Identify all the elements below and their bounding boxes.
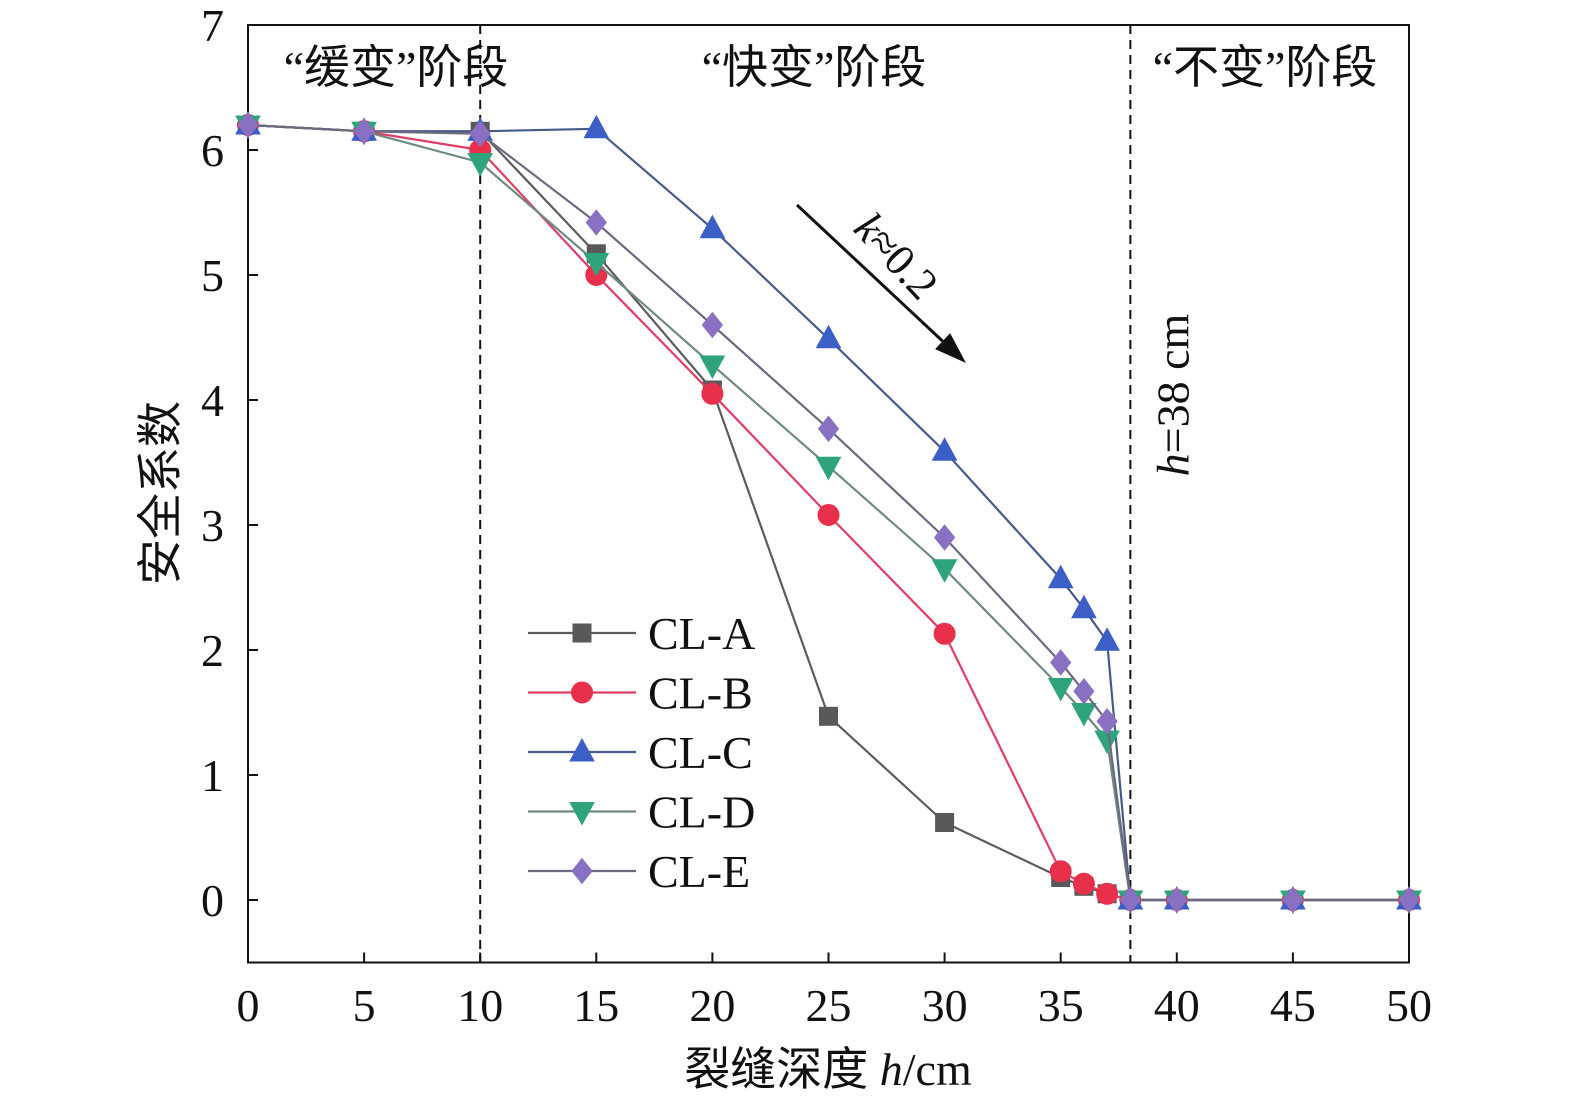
reference-line-label: h=38 cm <box>1147 313 1198 476</box>
phase-label-2: “快变”阶段 <box>702 42 927 93</box>
series-cl-c-point <box>1047 564 1074 589</box>
y-tick-label: 6 <box>201 125 224 176</box>
legend-item-cl-d: CL-D <box>528 787 755 838</box>
legend-label: CL-D <box>648 787 755 838</box>
x-tick-label: 30 <box>922 980 968 1031</box>
series-cl-d-point <box>583 253 610 277</box>
x-axis-title: 裂缝深度 h/cm <box>684 1044 972 1095</box>
series-cl-b-point <box>1049 860 1072 883</box>
y-axis-title: 安全系数 <box>135 401 186 585</box>
series-cl-b-point <box>1096 882 1119 905</box>
series-cl-e-point <box>1073 677 1095 705</box>
x-tick-label: 15 <box>573 980 619 1031</box>
legend-label: CL-A <box>648 608 755 659</box>
series-cl-b-point <box>701 382 724 405</box>
x-tick-label: 35 <box>1038 980 1084 1031</box>
legend: CL-A CL-B CL-C CL-D CL-E <box>528 608 755 897</box>
phase-label-1: “缓变”阶段 <box>284 42 509 93</box>
axis-titles: 裂缝深度 h/cm 安全系数 <box>135 401 972 1095</box>
x-tick-label: 50 <box>1386 980 1432 1031</box>
legend-marker-sample <box>571 681 593 704</box>
legend-item-cl-e: CL-E <box>528 846 750 897</box>
series-cl-c-point <box>931 437 958 461</box>
series-cl-d-point <box>467 153 494 177</box>
series-cl-d-point <box>1047 678 1074 702</box>
legend-item-cl-a: CL-A <box>528 608 755 659</box>
reference-lines: h=38 cm <box>479 25 1198 963</box>
series-cl-d-point <box>931 559 958 583</box>
series-cl-e-point <box>1096 707 1118 735</box>
y-tick-label: 1 <box>201 750 224 801</box>
legend-marker-sample <box>569 802 595 826</box>
series-cl-c-point <box>699 214 726 239</box>
series-cl-a-point <box>935 813 955 832</box>
y-tick-label: 5 <box>201 250 224 301</box>
legend-item-cl-c: CL-C <box>528 727 753 778</box>
slope-arrow-head <box>935 333 966 363</box>
series-cl-c-point <box>815 324 842 349</box>
y-tick-label: 2 <box>201 625 224 676</box>
series-cl-e-point <box>817 415 840 443</box>
y-tick-label: 7 <box>201 0 224 51</box>
y-tick-label: 4 <box>201 375 224 426</box>
slope-arrow <box>795 203 966 363</box>
x-tick-label: 40 <box>1154 980 1200 1031</box>
series-cl-e-point <box>1166 886 1188 914</box>
legend-marker-sample <box>569 737 595 762</box>
series-cl-e-point <box>1119 886 1142 914</box>
series-cl-d-point <box>815 456 842 481</box>
legend-label: CL-B <box>648 668 753 719</box>
x-tick-label: 20 <box>689 980 735 1031</box>
x-tick-label: 0 <box>237 980 260 1031</box>
series-cl-e-point <box>933 524 956 551</box>
series-cl-e-point <box>701 311 724 339</box>
x-tick-label: 45 <box>1270 980 1316 1031</box>
series-cl-c-point <box>1094 627 1120 651</box>
y-tick-label: 3 <box>201 500 224 551</box>
legend-item-cl-b: CL-B <box>528 668 753 719</box>
series-cl-b-point <box>933 622 956 645</box>
legend-marker-sample <box>571 857 593 885</box>
series-cl-e-point <box>1398 886 1420 914</box>
series-cl-a-point <box>819 706 838 726</box>
series-cl-e-point <box>469 120 491 148</box>
legend-label: CL-C <box>648 727 753 778</box>
legend-marker-sample <box>572 623 592 643</box>
x-tick-label: 25 <box>806 980 852 1031</box>
data-series <box>235 110 1422 915</box>
slope-arrow-shaft <box>795 203 944 343</box>
series-cl-b-point <box>817 504 840 526</box>
series-cl-e-point <box>237 111 259 139</box>
y-tick-label: 0 <box>201 875 224 926</box>
series-cl-e-point <box>353 117 375 145</box>
series-cl-e <box>237 111 1420 914</box>
series-cl-e-point <box>1050 649 1072 676</box>
phase-label-3: “不变”阶段 <box>1153 42 1378 93</box>
series-cl-b-point <box>1072 872 1095 895</box>
annotations: “缓变”阶段 “快变”阶段 “不变”阶段k≈0.2 <box>284 42 1378 363</box>
x-tick-label: 10 <box>457 980 503 1031</box>
series-cl-d-point <box>699 355 726 380</box>
series-cl-c-point <box>583 114 610 139</box>
series-cl-e-point <box>585 209 607 236</box>
series-cl-e-point <box>1282 886 1304 914</box>
series-cl-c-point <box>1071 594 1097 619</box>
legend-label: CL-E <box>648 846 750 897</box>
x-tick-label: 5 <box>353 980 376 1031</box>
